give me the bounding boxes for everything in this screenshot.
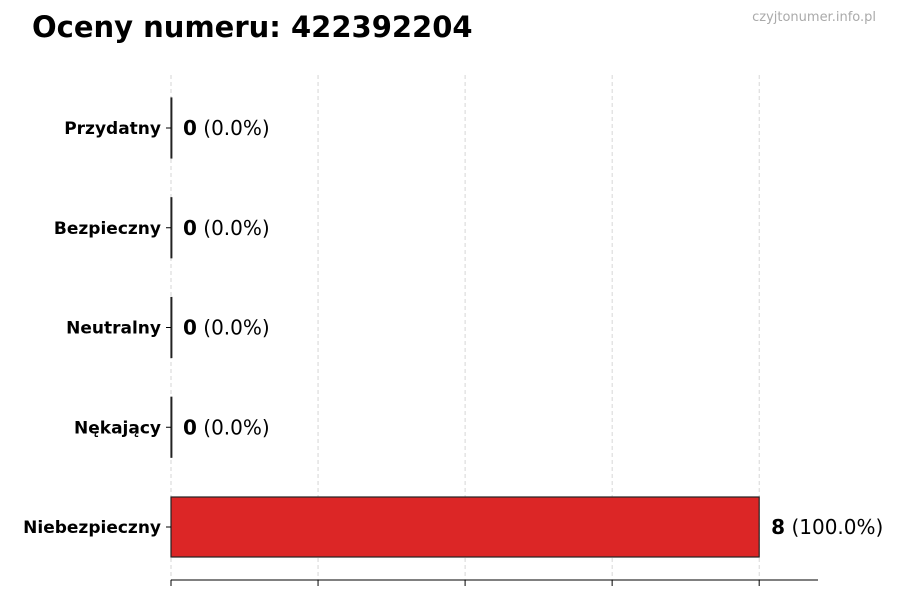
data-label: 0 (0.0%) — [183, 116, 270, 140]
y-tick-label: Neutralny — [66, 319, 161, 339]
data-label: 8 (100.0%) — [771, 515, 883, 539]
bar-przydatny — [170, 97, 173, 159]
data-label: 0 (0.0%) — [183, 415, 270, 439]
chart-title: Oceny numeru: 422392204 — [32, 10, 473, 44]
y-tick-label: Bezpieczny — [54, 219, 161, 239]
watermark: czyjtonumer.info.pl — [752, 10, 876, 25]
y-tick-label: Nękający — [74, 418, 161, 438]
y-tick-label: Niebezpieczny — [23, 518, 161, 538]
bar-niebezpieczny — [170, 496, 760, 558]
y-tick-label: Przydatny — [64, 119, 161, 139]
bar-bezpieczny — [170, 197, 173, 259]
bar-neutralny — [170, 296, 173, 359]
bar-nękający — [170, 396, 173, 458]
data-label: 0 (0.0%) — [183, 216, 270, 240]
data-label: 0 (0.0%) — [183, 316, 270, 340]
